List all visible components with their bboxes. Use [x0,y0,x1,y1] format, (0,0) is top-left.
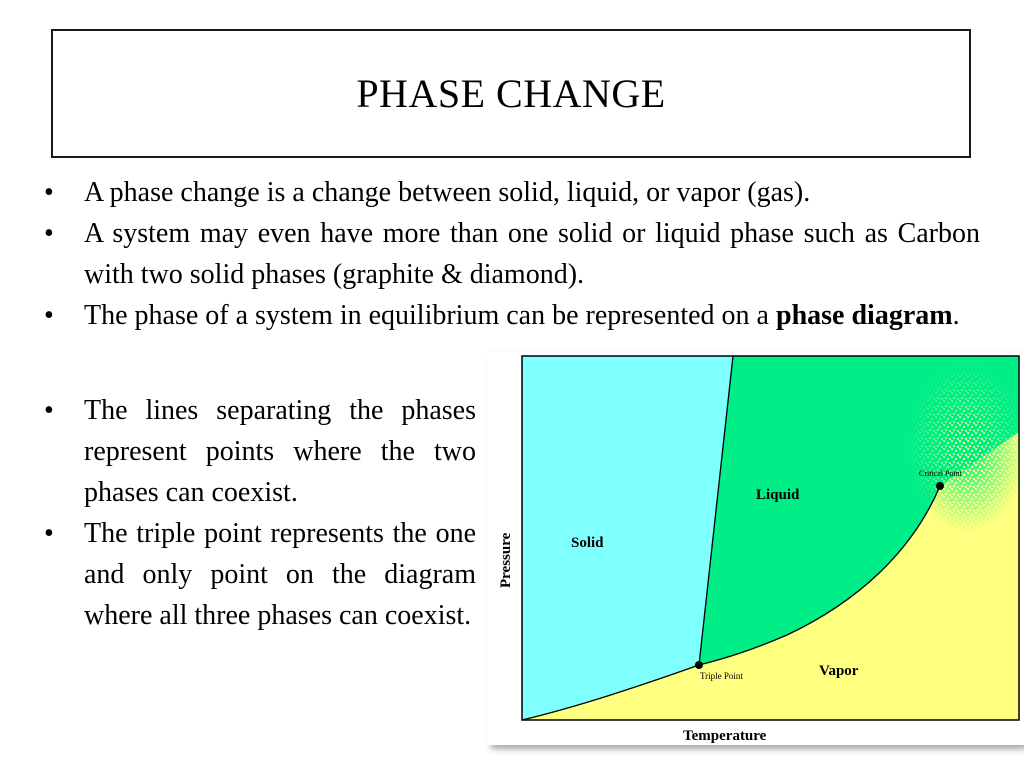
bullet-text: The phase of a system in equilibrium can… [84,300,776,331]
slide-title: PHASE CHANGE [356,71,666,116]
triple-point-marker [695,661,703,669]
critical-point-marker [936,482,944,490]
bullet-item: A phase change is a change between solid… [44,172,980,213]
bullet-item: The lines separating the phases represen… [44,390,476,513]
solid-liquid-line [698,355,734,666]
bullet-list-top: A phase change is a change between solid… [44,172,980,336]
bullet-item: The phase of a system in equilibrium can… [44,295,980,336]
liquid-label: Liquid [756,487,800,503]
title-box: PHASE CHANGE [51,29,971,158]
bullet-text-end: . [952,300,960,331]
liquid-vapor-line [698,485,941,666]
bullet-list-bottom: The lines separating the phases represen… [44,390,476,636]
bullet-item: The triple point represents the one and … [44,513,476,636]
y-axis-label: Pressure [498,532,514,588]
vapor-label: Vapor [819,663,859,679]
solid-vapor-line [521,664,700,721]
bold-term: phase diagram [776,300,953,331]
critical-point-label: Critical Point [919,469,963,478]
triple-point-label: Triple Point [700,671,743,681]
solid-region [522,356,733,720]
bullet-item: A system may even have more than one sol… [44,213,980,295]
phase-diagram: Triple Point Critical Point Solid Liquid… [487,352,1024,745]
solid-label: Solid [571,535,604,551]
phase-diagram-svg: Triple Point Critical Point Solid Liquid… [498,355,1020,744]
x-axis-label: Temperature [683,728,767,744]
supercritical-speckle [907,362,1019,532]
plot-frame [521,355,1020,721]
